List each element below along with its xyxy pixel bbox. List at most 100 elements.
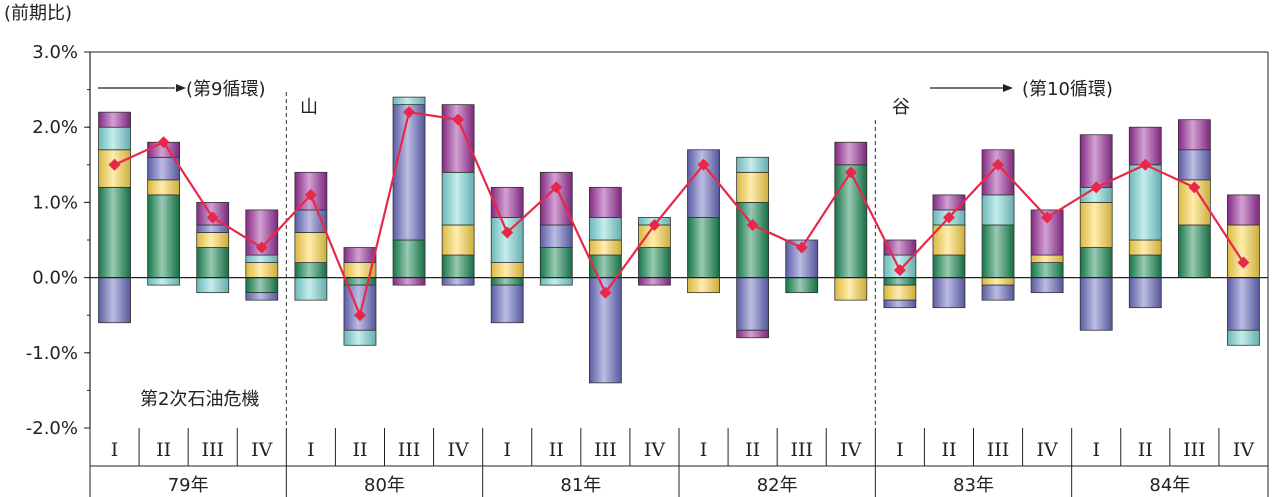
bar-segment — [245, 254, 279, 263]
total-point — [844, 166, 857, 179]
bar-segment — [490, 217, 524, 263]
total-point — [697, 158, 710, 171]
total-line — [108, 106, 1250, 322]
total-point — [550, 181, 563, 194]
bar-segment — [736, 171, 770, 203]
y-tick-label: -1.0% — [26, 343, 78, 364]
bar-segment — [196, 232, 230, 248]
bar-segment — [1128, 239, 1162, 256]
bar-segment — [392, 96, 426, 106]
bar-segment — [196, 277, 230, 294]
bar-segment — [588, 186, 622, 218]
total-point — [992, 158, 1005, 171]
bar-segment — [98, 277, 131, 324]
bar-segment — [490, 186, 524, 218]
total-point — [206, 211, 219, 224]
bar-segment — [490, 284, 524, 324]
bar-segment — [1079, 134, 1113, 188]
bar-segment — [245, 277, 279, 294]
bar-segment — [932, 277, 966, 309]
bar-segment — [343, 247, 377, 263]
bar-segment — [490, 277, 524, 286]
bar-segment — [736, 156, 770, 173]
bar-segment — [441, 277, 475, 286]
trough-label: 谷 — [892, 97, 910, 118]
bar-segment — [1079, 277, 1113, 331]
bar-segment — [1227, 224, 1260, 279]
x-axis-table: I II III IV I II III IV I II III IV I II III IV I II III IV… — [89, 428, 1269, 497]
bar-segment — [1079, 247, 1113, 279]
bar-segment — [883, 299, 917, 309]
total-point — [942, 211, 955, 224]
bar-segment — [147, 179, 181, 196]
total-point — [746, 218, 759, 231]
bar-segment — [883, 239, 917, 256]
bar-segment — [147, 277, 181, 286]
bar-segment — [1128, 277, 1162, 309]
total-point — [403, 106, 416, 119]
cycle9-arrowhead — [176, 84, 186, 92]
bar-segment — [785, 277, 819, 294]
cycle10-label: (第10循環) — [1022, 79, 1113, 100]
x-year-label: 80年 — [364, 475, 405, 496]
x-quarter-label: III — [1183, 439, 1206, 461]
x-quarter-label: II — [941, 439, 956, 461]
x-quarter-label: III — [201, 439, 224, 461]
y-axis-label: (前期比) — [4, 3, 72, 24]
x-quarter-label: IV — [644, 439, 666, 461]
y-tick-label: 2.0% — [32, 117, 78, 138]
bar-segment — [392, 239, 426, 278]
bar-segment — [834, 141, 868, 166]
bar-segment — [539, 277, 573, 286]
total-point — [648, 218, 661, 231]
annotations: (第9循環) 山 谷 (第10循環) 第2次石油危機 — [98, 79, 1113, 410]
bar-segment — [343, 329, 377, 346]
total-point — [795, 241, 808, 254]
y-tick-label: 1.0% — [32, 192, 78, 213]
y-tick-label: -2.0% — [26, 418, 78, 439]
bar-segment — [441, 254, 475, 278]
oil-crisis-label: 第2次石油危機 — [140, 389, 259, 410]
bar-segment — [883, 284, 917, 301]
cycle10-arrowhead — [1003, 84, 1013, 92]
bar-segment — [98, 186, 131, 278]
total-line-path — [114, 110, 1245, 319]
total-point — [108, 158, 121, 171]
x-quarter-label: III — [987, 439, 1010, 461]
total-point — [1237, 256, 1250, 269]
bar-segment — [932, 254, 966, 278]
x-quarter-label: IV — [251, 439, 273, 461]
bar-segment — [1177, 119, 1211, 151]
total-point — [1188, 181, 1201, 194]
bar-segment — [1128, 164, 1162, 241]
x-quarter-label: I — [307, 439, 315, 461]
bar-segment — [687, 217, 720, 279]
x-quarter-label: II — [352, 439, 367, 461]
peak-label: 山 — [300, 97, 318, 118]
x-year-label: 84年 — [1149, 475, 1190, 496]
total-point — [893, 264, 906, 277]
bar-segment — [1128, 254, 1162, 278]
bar-segment — [588, 239, 622, 256]
cycle9-label: (第9循環) — [186, 79, 266, 100]
x-quarter-label: I — [700, 439, 708, 461]
x-quarter-label: I — [896, 439, 904, 461]
total-point — [1139, 158, 1152, 171]
x-quarter-label: I — [503, 439, 511, 461]
plot-frame — [89, 51, 1269, 428]
total-point — [1090, 181, 1103, 194]
total-point — [452, 113, 465, 126]
bar-segment — [441, 171, 475, 226]
bar-segment — [343, 277, 377, 286]
bar-segment — [834, 277, 868, 301]
bar-segment — [1177, 224, 1211, 279]
y-tick-label: 0.0% — [32, 268, 78, 289]
x-quarter-label: II — [549, 439, 564, 461]
x-quarter-label: IV — [1037, 439, 1059, 461]
bar-segment — [539, 224, 573, 248]
bar-segment — [638, 277, 671, 286]
x-quarter-label: I — [111, 439, 119, 461]
total-point — [157, 136, 170, 149]
bar-segment — [490, 262, 524, 278]
bar-segment — [1177, 149, 1211, 181]
